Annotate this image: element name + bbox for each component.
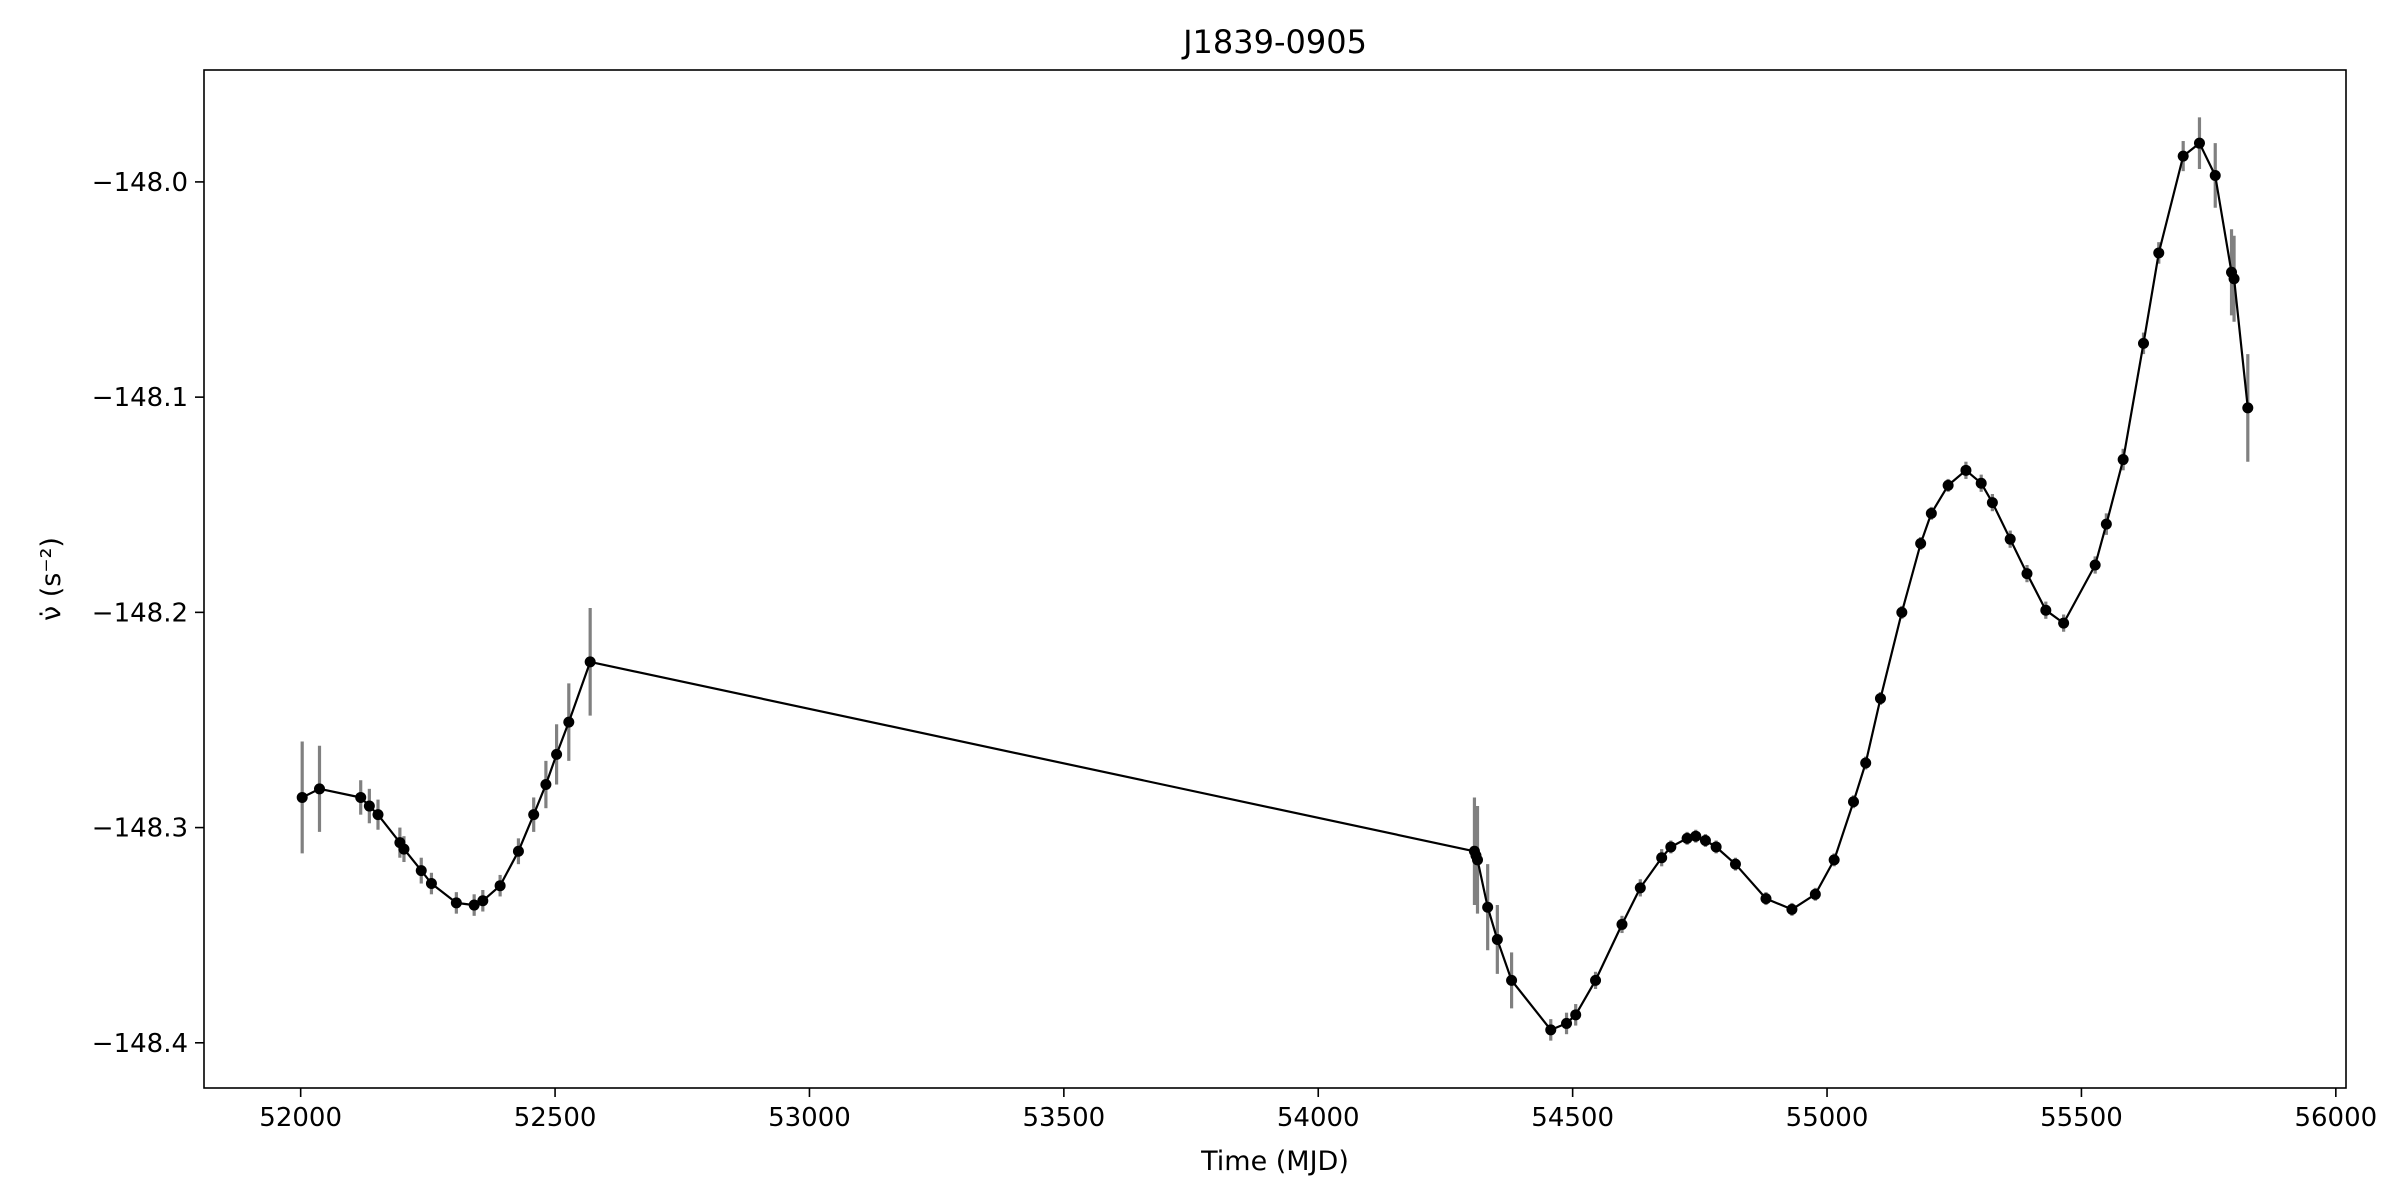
data-point — [1590, 974, 1602, 986]
data-points — [296, 137, 2254, 1036]
data-point — [1506, 974, 1518, 986]
x-axis-ticks: 52000 52500 53000 53500 54000 54500 55000 55500… — [259, 1088, 2377, 1133]
y-tick-label: −148.3 — [92, 814, 188, 844]
data-point — [2138, 337, 2150, 349]
data-point — [512, 845, 524, 857]
data-point — [540, 779, 552, 791]
data-point — [2209, 169, 2221, 181]
x-tick-label: 56000 — [2294, 1103, 2377, 1133]
data-point — [2058, 617, 2070, 629]
data-point — [425, 878, 437, 890]
data-point — [1471, 854, 1483, 866]
data-point — [1491, 933, 1503, 945]
data-point — [1729, 858, 1741, 870]
data-point — [1561, 1017, 1573, 1029]
data-point — [372, 809, 384, 821]
data-point — [2100, 518, 2112, 530]
data-point — [1847, 796, 1859, 808]
data-point — [1681, 832, 1693, 844]
x-tick-label: 54500 — [1531, 1103, 1614, 1133]
chart-title: J1839-0905 — [1181, 23, 1367, 61]
data-point — [2193, 137, 2205, 149]
x-tick-label: 52500 — [514, 1103, 597, 1133]
y-axis-label: ν̇ (s⁻²) — [36, 537, 67, 621]
data-point — [1986, 497, 1998, 509]
data-point — [1942, 479, 1954, 491]
data-point — [1634, 882, 1646, 894]
data-point — [1616, 918, 1628, 930]
data-point — [415, 865, 427, 877]
data-point — [450, 897, 462, 909]
x-tick-label: 53000 — [768, 1103, 851, 1133]
data-point — [1665, 841, 1677, 853]
data-point — [1915, 537, 1927, 549]
data-point — [296, 791, 308, 803]
data-point — [468, 899, 480, 911]
data-point — [1710, 841, 1722, 853]
x-tick-label: 53500 — [1022, 1103, 1105, 1133]
data-point — [528, 809, 540, 821]
y-tick-label: −148.2 — [92, 598, 188, 628]
data-point — [1960, 464, 1972, 476]
x-axis-label: Time (MJD) — [1200, 1146, 1349, 1177]
data-point — [1925, 507, 1937, 519]
data-point — [1809, 888, 1821, 900]
data-point — [313, 783, 325, 795]
data-point — [2040, 604, 2052, 616]
data-point — [2089, 559, 2101, 571]
data-point — [1690, 830, 1702, 842]
data-point — [1545, 1024, 1557, 1036]
x-tick-label: 55000 — [1786, 1103, 1869, 1133]
data-point — [563, 716, 575, 728]
data-point — [2242, 402, 2254, 414]
data-point — [2117, 454, 2129, 466]
data-point — [363, 800, 375, 812]
data-point — [1975, 477, 1987, 489]
data-point — [2228, 273, 2240, 285]
data-point — [1828, 854, 1840, 866]
x-tick-label: 54000 — [1277, 1103, 1360, 1133]
data-point — [2153, 247, 2165, 259]
data-point — [2004, 533, 2016, 545]
data-point — [477, 895, 489, 907]
data-point — [1896, 606, 1908, 618]
data-point — [398, 843, 410, 855]
data-point — [494, 880, 506, 892]
data-point — [551, 748, 563, 760]
data-point — [355, 791, 367, 803]
y-tick-label: −148.4 — [92, 1029, 188, 1059]
data-point — [2021, 568, 2033, 580]
data-point — [584, 656, 596, 668]
plot-frame — [203, 69, 2347, 1089]
x-tick-label: 52000 — [259, 1103, 342, 1133]
data-point — [1874, 692, 1886, 704]
data-point — [1699, 834, 1711, 846]
x-tick-label: 55500 — [2040, 1103, 2123, 1133]
y-axis-ticks: −148.0 −148.1 −148.2 −148.3 −148.4 — [92, 168, 204, 1059]
data-point — [1786, 903, 1798, 915]
y-tick-label: −148.1 — [92, 383, 188, 413]
data-point — [1656, 852, 1668, 864]
data-point — [1760, 893, 1772, 905]
data-point — [1570, 1009, 1582, 1021]
data-point — [1482, 901, 1494, 913]
data-point — [2177, 150, 2189, 162]
data-point — [1860, 757, 1872, 769]
y-tick-label: −148.0 — [92, 168, 188, 198]
